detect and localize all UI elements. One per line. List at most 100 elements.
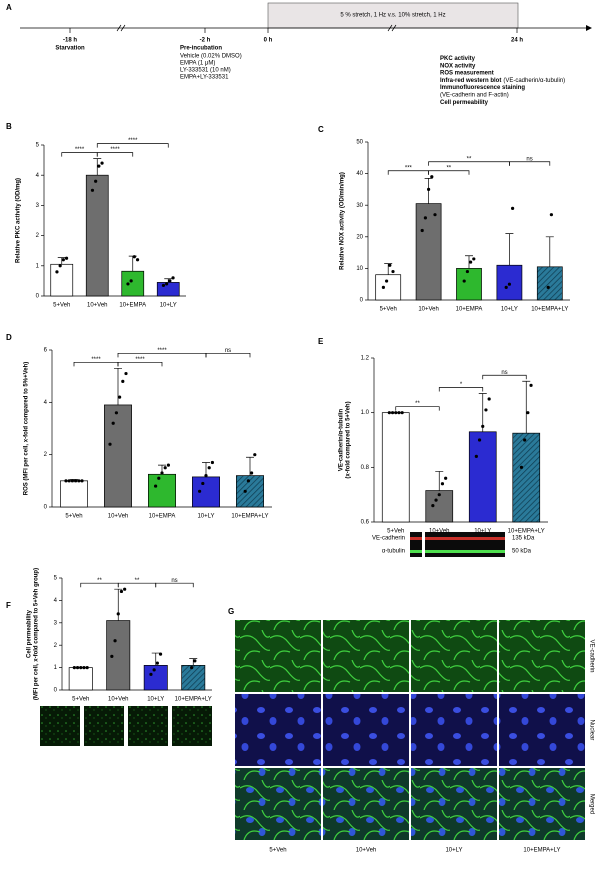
y-tick-label: 0 [54, 688, 58, 694]
data-point [469, 260, 473, 264]
micrograph [411, 620, 497, 692]
data-point [397, 411, 401, 415]
y-tick-label: 6 [44, 348, 48, 354]
data-point [440, 482, 445, 486]
micrograph [235, 694, 321, 766]
significance-label: ** [467, 156, 472, 162]
output-part: NOX activity [440, 63, 476, 69]
x-tick-label: 10+Veh [429, 529, 450, 535]
y-tick-label: 0 [36, 294, 40, 300]
y-axis-label: VE-cadherin/α-tubulin [339, 408, 345, 471]
column-label: 10+EMPA+LY [523, 848, 560, 854]
bar [156, 282, 180, 297]
data-point [472, 257, 476, 261]
significance-label: ns [171, 578, 177, 584]
data-point [253, 453, 257, 457]
blot-row: VE-cadherin [372, 536, 405, 542]
data-point [210, 460, 214, 465]
y-tick-label: 1 [36, 263, 40, 269]
panel-label: C [318, 125, 324, 134]
significance-bracket [438, 387, 484, 392]
y-tick-label: 2 [36, 233, 40, 239]
panel-label: A [6, 3, 12, 12]
timeline-ticks [69, 28, 518, 33]
y-tick-label: 3 [36, 203, 40, 209]
output: (VE-cadherin and F-actin) [440, 92, 509, 98]
panel-label: D [6, 333, 12, 342]
data-point [154, 484, 158, 488]
y-axis-label: Cell permeability [27, 609, 33, 658]
data-point [55, 270, 59, 274]
data-point [549, 213, 554, 217]
data-point [121, 379, 125, 383]
y-tick-label: 40 [356, 171, 363, 177]
output-part: Infra-red western blot [440, 77, 501, 83]
panel-label: E [318, 337, 324, 346]
data-point [163, 466, 167, 470]
output: Infra-red western blot (VE-cadherin/α-tub… [440, 77, 565, 83]
ve-band [410, 537, 505, 540]
output-part: (VE-cadherin and F-actin) [440, 92, 509, 98]
output-part: (VE-cadherin/α-tubulin) [503, 77, 565, 83]
data-point [75, 666, 80, 670]
output: PKC activity [440, 56, 476, 62]
y-tick-label: 1.0 [361, 410, 370, 416]
output-part: Immunofluorescence staining [440, 85, 525, 91]
significance-bracket [428, 170, 470, 175]
data-point [70, 479, 74, 483]
y-tick-label: 10 [356, 266, 363, 272]
output: Immunofluorescence staining [440, 85, 525, 91]
x-tick-label: 10+EMPA [119, 303, 146, 309]
data-point [85, 666, 89, 670]
data-point [246, 479, 250, 483]
blot-gap [422, 532, 425, 557]
micrograph [411, 768, 497, 840]
output: ROS measurement [440, 70, 494, 76]
x-tick-label: 5+Veh [380, 307, 397, 313]
data-point [111, 421, 115, 425]
bar [381, 412, 410, 523]
error-bar [189, 658, 198, 666]
bar [148, 473, 176, 508]
data-point [61, 258, 65, 262]
error-bar [151, 652, 160, 666]
x-tick-label: 10+LY [147, 697, 164, 703]
significance-label: **** [128, 138, 138, 144]
x-tick-label: 10+EMPA [456, 307, 483, 313]
bar [181, 665, 206, 691]
micrograph [499, 694, 585, 766]
bar [236, 475, 264, 508]
data-point [391, 269, 395, 274]
significance-bracket [73, 361, 119, 367]
data-point [82, 666, 86, 670]
blot-size: 135 kDa [512, 536, 535, 542]
error-bar [164, 278, 173, 283]
data-point [168, 279, 172, 283]
data-point [80, 479, 84, 483]
error-bar [246, 456, 254, 476]
data-point [387, 411, 391, 415]
data-point [116, 612, 120, 616]
data-point [123, 587, 127, 591]
significance-bracket [482, 374, 527, 380]
x-tick-label: 10+EMPA+LY [508, 529, 545, 535]
y-tick-label: 4 [36, 173, 40, 179]
micrograph [499, 768, 585, 840]
data-point [149, 672, 153, 676]
data-point [437, 493, 441, 497]
data-point [465, 269, 469, 274]
data-point [462, 279, 466, 283]
significance-label: **** [135, 357, 145, 363]
blot-size: 50 kDa [512, 549, 532, 555]
data-point [484, 408, 488, 412]
significance-bracket [509, 161, 551, 166]
data-point [124, 371, 128, 376]
data-point [477, 438, 482, 442]
x-tick-label: 10+Veh [418, 307, 439, 313]
x-tick-label: 5+Veh [387, 529, 404, 535]
data-point [504, 285, 508, 289]
significance-label: ** [446, 165, 451, 171]
data-point [243, 489, 247, 493]
panel-label: F [6, 601, 11, 610]
data-point [385, 279, 389, 283]
